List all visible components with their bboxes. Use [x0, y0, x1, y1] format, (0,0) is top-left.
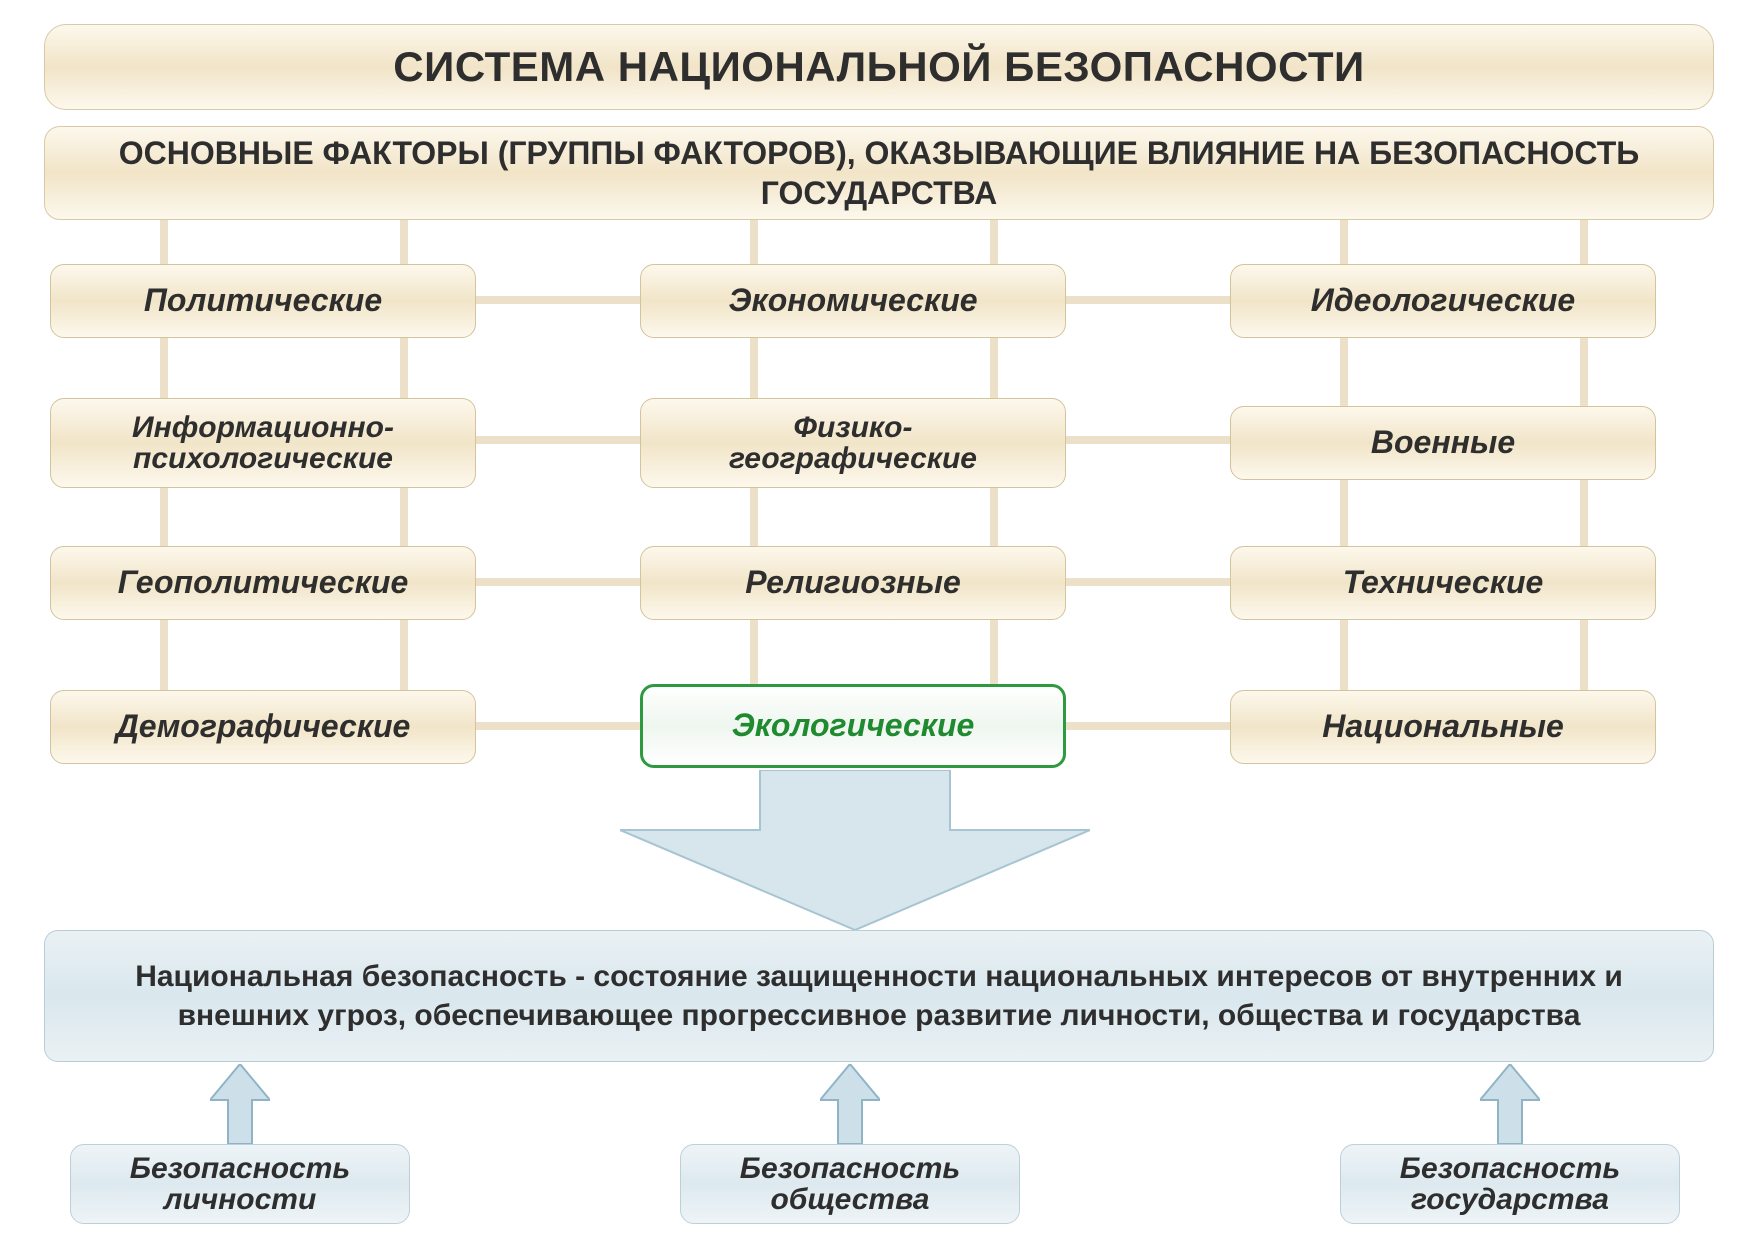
connector — [990, 300, 998, 730]
factor-ecological: Экологические — [640, 684, 1066, 768]
factor-geopolitical: Геополитические — [50, 546, 476, 620]
connector — [160, 300, 168, 730]
arrow-down-icon — [620, 770, 1090, 930]
subtitle-text: ОСНОВНЫЕ ФАКТОРЫ (ГРУППЫ ФАКТОРОВ), ОКАЗ… — [65, 133, 1693, 213]
factor-ideological: Идеологические — [1230, 264, 1656, 338]
arrow-up-icon — [820, 1064, 880, 1144]
security-personal: Безопасность личности — [70, 1144, 410, 1224]
arrow-up-icon — [1480, 1064, 1540, 1144]
factor-technical: Технические — [1230, 546, 1656, 620]
bottom-label: Безопасность государства — [1400, 1153, 1620, 1216]
factor-label: Национальные — [1322, 710, 1564, 744]
factor-religious: Религиозные — [640, 546, 1066, 620]
factor-label: Геополитические — [118, 566, 409, 600]
arrow-up-icon — [210, 1064, 270, 1144]
title-banner: СИСТЕМА НАЦИОНАЛЬНОЙ БЕЗОПАСНОСТИ — [44, 24, 1714, 110]
factor-label: Военные — [1371, 426, 1515, 460]
factor-label: Экономические — [728, 284, 977, 318]
factor-label: Религиозные — [745, 566, 961, 600]
connector — [1340, 300, 1348, 730]
security-society: Безопасность общества — [680, 1144, 1020, 1224]
factor-label: Информационно- психологические — [132, 412, 394, 475]
factor-label: Технические — [1343, 566, 1544, 600]
factor-label: Экологические — [732, 709, 975, 743]
factor-economic: Экономические — [640, 264, 1066, 338]
factor-info-psych: Информационно- психологические — [50, 398, 476, 488]
connector — [750, 300, 758, 730]
connector — [400, 300, 408, 730]
factor-national: Национальные — [1230, 690, 1656, 764]
factor-label: Идеологические — [1311, 284, 1575, 318]
definition-text: Национальная безопасность - состояние за… — [105, 957, 1653, 1035]
factor-physico-geographic: Физико- географические — [640, 398, 1066, 488]
subtitle-banner: ОСНОВНЫЕ ФАКТОРЫ (ГРУППЫ ФАКТОРОВ), ОКАЗ… — [44, 126, 1714, 220]
bottom-label: Безопасность общества — [740, 1153, 960, 1216]
connector — [1580, 300, 1588, 730]
factor-demographic: Демографические — [50, 690, 476, 764]
factor-label: Политические — [144, 284, 382, 318]
factor-label: Физико- географические — [729, 412, 977, 475]
factor-political: Политические — [50, 264, 476, 338]
factor-military: Военные — [1230, 406, 1656, 480]
definition-box: Национальная безопасность - состояние за… — [44, 930, 1714, 1062]
security-state: Безопасность государства — [1340, 1144, 1680, 1224]
factor-label: Демографические — [116, 710, 411, 744]
title-text: СИСТЕМА НАЦИОНАЛЬНОЙ БЕЗОПАСНОСТИ — [393, 43, 1364, 91]
bottom-label: Безопасность личности — [130, 1153, 350, 1216]
